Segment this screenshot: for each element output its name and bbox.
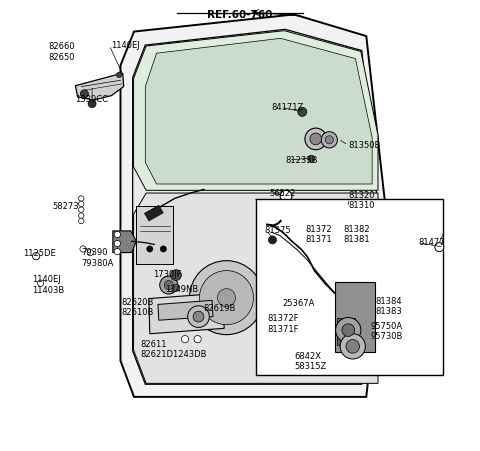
Circle shape [80,90,88,98]
Circle shape [310,133,322,145]
Bar [337,318,355,345]
Text: 1339CC: 1339CC [75,95,108,104]
Circle shape [194,336,201,343]
Bar [256,199,443,375]
Circle shape [193,311,204,322]
Circle shape [188,306,209,327]
Text: 6842X
58315Z: 6842X 58315Z [294,352,326,372]
Bar [136,206,173,264]
Polygon shape [158,300,213,320]
Circle shape [170,270,181,281]
Polygon shape [149,293,224,334]
Text: 58273: 58273 [53,202,80,211]
Text: 1140EJ
11403B: 1140EJ 11403B [32,275,64,295]
Bar [335,282,375,352]
Circle shape [217,289,236,307]
Circle shape [268,234,276,242]
Circle shape [268,236,276,244]
Circle shape [321,132,337,148]
Circle shape [79,218,84,224]
Text: 81233B: 81233B [285,156,318,165]
Text: 81350B: 81350B [348,141,381,150]
Text: 25367A: 25367A [283,299,315,308]
Circle shape [114,231,120,238]
Text: 1730JF: 1730JF [154,270,182,279]
Circle shape [305,128,326,150]
Text: 95750A
95730B: 95750A 95730B [371,322,403,341]
Polygon shape [113,231,136,253]
Text: 81372F
81371F: 81372F 81371F [267,314,299,334]
Circle shape [79,196,84,201]
Circle shape [117,72,122,78]
Text: REF.60-760: REF.60-760 [207,10,273,20]
Circle shape [280,190,292,202]
Circle shape [325,136,333,144]
Circle shape [181,336,189,343]
Circle shape [342,324,355,336]
Polygon shape [132,29,379,384]
Polygon shape [133,193,378,383]
Circle shape [298,107,307,116]
Text: 81384
81383: 81384 81383 [375,297,402,317]
Circle shape [160,276,178,294]
Text: 84171Z: 84171Z [272,103,304,112]
Circle shape [88,100,96,108]
Circle shape [160,246,167,252]
Text: 81375: 81375 [265,226,291,235]
Circle shape [164,281,173,290]
Circle shape [147,246,153,252]
Circle shape [199,271,253,325]
Polygon shape [144,205,163,221]
Circle shape [346,340,360,353]
Polygon shape [133,31,378,190]
Circle shape [79,213,84,218]
Circle shape [172,284,180,291]
Circle shape [114,240,120,247]
Circle shape [435,243,444,252]
Circle shape [340,334,365,359]
Circle shape [79,201,84,207]
Text: 1249NB: 1249NB [166,285,199,294]
Circle shape [37,280,44,286]
Text: 82660
82650: 82660 82650 [48,42,75,62]
Circle shape [79,207,84,212]
Text: 56522: 56522 [269,189,296,198]
Polygon shape [145,38,372,184]
Circle shape [190,261,264,335]
Text: 82619B: 82619B [203,304,235,313]
Circle shape [336,318,361,343]
Text: 81372
81371: 81372 81371 [305,225,332,244]
Text: 1140EJ: 1140EJ [111,41,140,50]
Text: 82611
82621D1243DB: 82611 82621D1243DB [140,340,206,359]
Circle shape [80,246,86,252]
Polygon shape [120,14,386,397]
Polygon shape [75,73,124,100]
Circle shape [308,155,315,162]
Text: 81477: 81477 [418,238,445,247]
Text: 79390
79380A: 79390 79380A [81,248,114,268]
Circle shape [33,253,40,260]
Circle shape [87,249,94,256]
Text: 81382
81381: 81382 81381 [344,225,371,244]
Text: 81320
81310: 81320 81310 [348,191,375,211]
Circle shape [114,249,120,255]
Text: 1125DE: 1125DE [23,249,55,258]
Text: 82620B
82610B: 82620B 82610B [122,298,154,318]
